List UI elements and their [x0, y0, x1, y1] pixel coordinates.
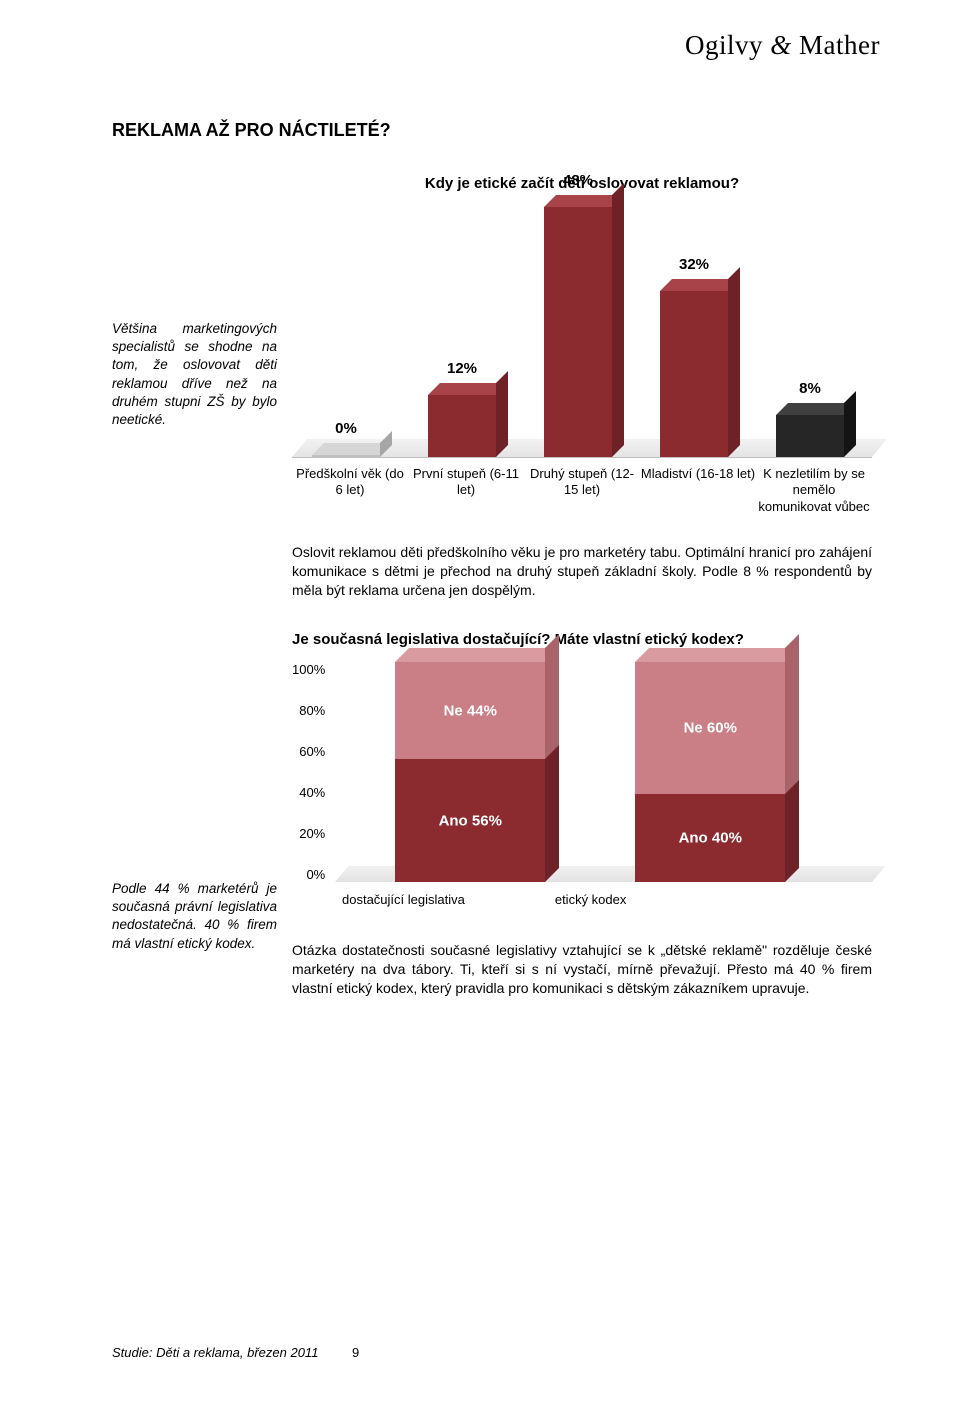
logo-ampersand: &	[770, 30, 792, 60]
chart2-segment: Ne 60%	[635, 662, 785, 794]
chart1-category-label: Předškolní věk (do 6 let)	[292, 466, 408, 515]
chart-stacked-legislation: 100% 80% 60% 40% 20% 0% Ano 56% Ne 44% Ano 40% N…	[292, 662, 872, 882]
chart1-value-label: 48%	[544, 172, 612, 189]
chart2-title: Je současná legislativa dostačující? Mát…	[292, 631, 792, 648]
chart1-category-label: Druhý stupeň (12-15 let)	[524, 466, 640, 515]
chart2-yaxis: 100% 80% 60% 40% 20% 0%	[292, 662, 335, 882]
chart2-ytick: 40%	[292, 785, 325, 800]
chart2-segment: Ano 40%	[635, 794, 785, 882]
page-number: 9	[352, 1345, 359, 1360]
chart2-segment: Ano 56%	[395, 759, 545, 882]
chart-bar-ethics: Kdy je etické začít děti oslovovat rekla…	[292, 175, 872, 515]
chart1-value-label: 8%	[776, 380, 844, 397]
chart2-ytick: 100%	[292, 662, 325, 677]
footer: Studie: Děti a reklama, březen 2011 9	[112, 1345, 318, 1360]
chart2-category-label: etický kodex	[555, 892, 627, 907]
chart2-segment-label: Ne 44%	[395, 702, 545, 719]
chart1-bar	[544, 207, 612, 457]
chart2-segment-label: Ano 56%	[395, 812, 545, 829]
chart1-bar	[312, 455, 380, 457]
logo-text-left: Ogilvy	[685, 30, 770, 60]
chart1-value-label: 0%	[312, 420, 380, 437]
chart2-segment: Ne 44%	[395, 662, 545, 759]
chart1-category-label: Mladiství (16-18 let)	[640, 466, 756, 515]
side-note-1: Většina marketingových specialistů se sh…	[112, 320, 277, 429]
chart2-ytick: 80%	[292, 703, 325, 718]
chart2-xlabels: dostačující legislativa etický kodex	[342, 892, 872, 907]
logo-text-right: Mather	[792, 30, 880, 60]
paragraph-2: Otázka dostatečnosti současné legislativ…	[292, 941, 872, 998]
chart2-segment-label: Ano 40%	[635, 830, 785, 847]
chart1-value-label: 32%	[660, 256, 728, 273]
chart2-stack: Ano 56% Ne 44%	[395, 662, 545, 882]
side-note-2: Podle 44 % marketérů je současná právní …	[112, 880, 277, 953]
chart2-stack: Ano 40% Ne 60%	[635, 662, 785, 882]
chart1-bar	[660, 291, 728, 457]
footer-text: Studie: Děti a reklama, březen 2011	[112, 1345, 318, 1360]
chart1-category-label: K nezletilím by se nemělo komunikovat vů…	[756, 466, 872, 515]
brand-logo: Ogilvy & Mather	[685, 30, 880, 61]
chart1-bar	[776, 415, 844, 457]
chart1-category-label: První stupeň (6-11 let)	[408, 466, 524, 515]
chart2-category-label: dostačující legislativa	[342, 892, 465, 907]
chart2-ytick: 20%	[292, 826, 325, 841]
chart1-value-label: 12%	[428, 360, 496, 377]
chart1-bar	[428, 395, 496, 457]
chart2-ytick: 60%	[292, 744, 325, 759]
paragraph-1: Oslovit reklamou děti předškolního věku …	[292, 543, 872, 600]
chart2-segment-label: Ne 60%	[635, 720, 785, 737]
section-title: REKLAMA AŽ PRO NÁCTILETÉ?	[112, 120, 872, 141]
chart2-ytick: 0%	[292, 867, 325, 882]
